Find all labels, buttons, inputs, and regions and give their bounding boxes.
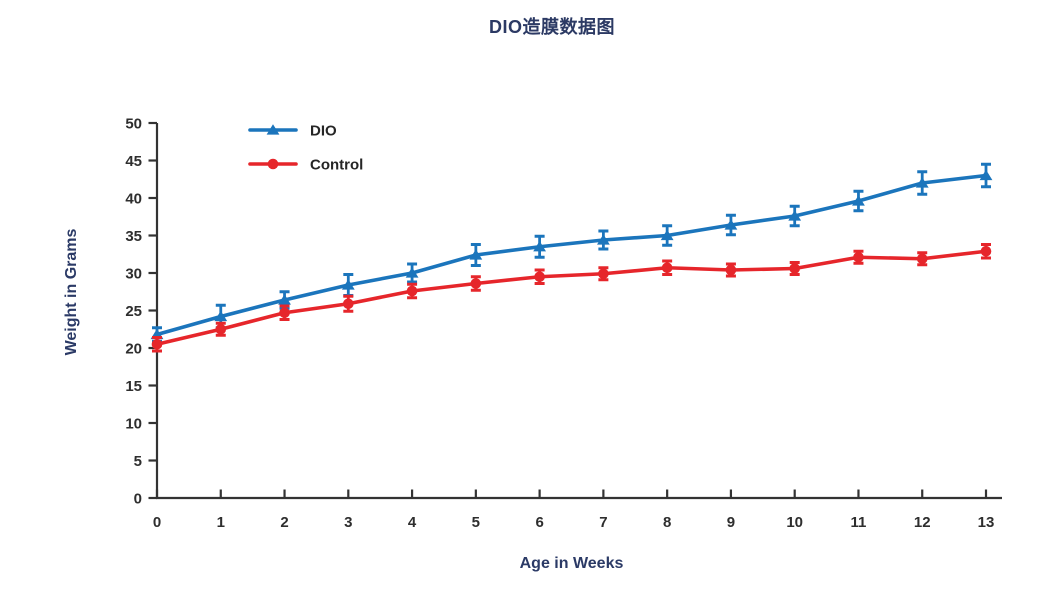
circle-marker	[725, 264, 737, 276]
circle-marker	[534, 271, 545, 283]
circle-marker	[789, 263, 800, 274]
triangle-marker	[341, 279, 355, 290]
legend-circle-icon	[267, 158, 279, 170]
y-tick-label: 10	[125, 416, 142, 433]
y-tick-label: 0	[134, 491, 142, 508]
y-tick-label: 25	[125, 303, 142, 320]
triangle-marker	[852, 195, 865, 206]
x-tick-label: 12	[914, 514, 931, 531]
circle-marker	[343, 298, 354, 310]
y-tick-label: 50	[125, 116, 142, 133]
triangle-marker	[979, 169, 993, 181]
triangle-marker	[469, 249, 483, 260]
circle-marker	[853, 251, 864, 263]
circle-marker	[661, 262, 673, 274]
x-tick-label: 10	[786, 514, 803, 531]
x-tick-label: 8	[663, 514, 671, 531]
error-bars-control	[152, 243, 991, 353]
chart-title: DIO造膜数据图	[488, 17, 615, 37]
triangle-marker	[405, 267, 419, 278]
y-tick-label: 45	[125, 153, 142, 170]
circle-marker	[279, 307, 290, 319]
circle-marker	[470, 278, 482, 289]
y-tick-label: 15	[125, 378, 142, 395]
x-tick-label: 5	[472, 514, 480, 531]
x-tick-label: 3	[344, 514, 352, 531]
series-dio	[150, 162, 993, 343]
legend-item-control: Control	[248, 157, 363, 174]
triangle-marker	[278, 294, 291, 305]
triangle-marker	[788, 210, 802, 221]
legend-label: Control	[310, 157, 363, 174]
x-tick-label: 2	[280, 514, 288, 531]
triangle-marker	[596, 234, 610, 245]
series-control	[151, 243, 992, 353]
legend-triangle-icon	[266, 124, 280, 135]
triangle-marker	[214, 310, 228, 322]
x-tick-label: 4	[408, 514, 417, 531]
triangle-marker	[660, 229, 674, 241]
triangle-marker	[724, 219, 738, 230]
series-line	[155, 249, 988, 347]
triangle-marker	[533, 240, 547, 252]
x-tick-label: 13	[978, 514, 995, 531]
y-tick-label: 35	[125, 228, 142, 245]
circle-marker	[980, 245, 992, 257]
y-axis-ticks: 0 5 10 15 20 25 30 35 40 45 50	[125, 116, 157, 508]
y-tick-label: 40	[125, 191, 142, 208]
legend: DIO Control	[248, 123, 363, 174]
circle-marker	[598, 268, 609, 280]
series-line	[155, 173, 988, 337]
x-tick-label: 1	[217, 514, 225, 531]
x-axis-label: Age in Weeks	[519, 555, 624, 572]
x-tick-label: 6	[535, 514, 543, 531]
legend-label: DIO	[310, 123, 337, 140]
circle-marker	[406, 285, 418, 297]
y-tick-label: 5	[134, 453, 142, 470]
x-tick-label: 9	[727, 514, 735, 531]
legend-item-dio: DIO	[248, 123, 337, 140]
x-tick-label: 0	[153, 514, 161, 531]
x-tick-label: 7	[599, 514, 607, 531]
circle-marker	[215, 323, 227, 335]
y-tick-label: 20	[125, 341, 142, 358]
triangle-marker	[915, 177, 929, 188]
x-axis-ticks: 0 1 2 3 4 5 6 7 8 9 10 11 12 13	[153, 489, 995, 531]
y-tick-label: 30	[125, 266, 142, 283]
x-tick-label: 11	[851, 514, 867, 531]
circle-marker	[151, 338, 163, 350]
circle-marker	[916, 253, 928, 265]
